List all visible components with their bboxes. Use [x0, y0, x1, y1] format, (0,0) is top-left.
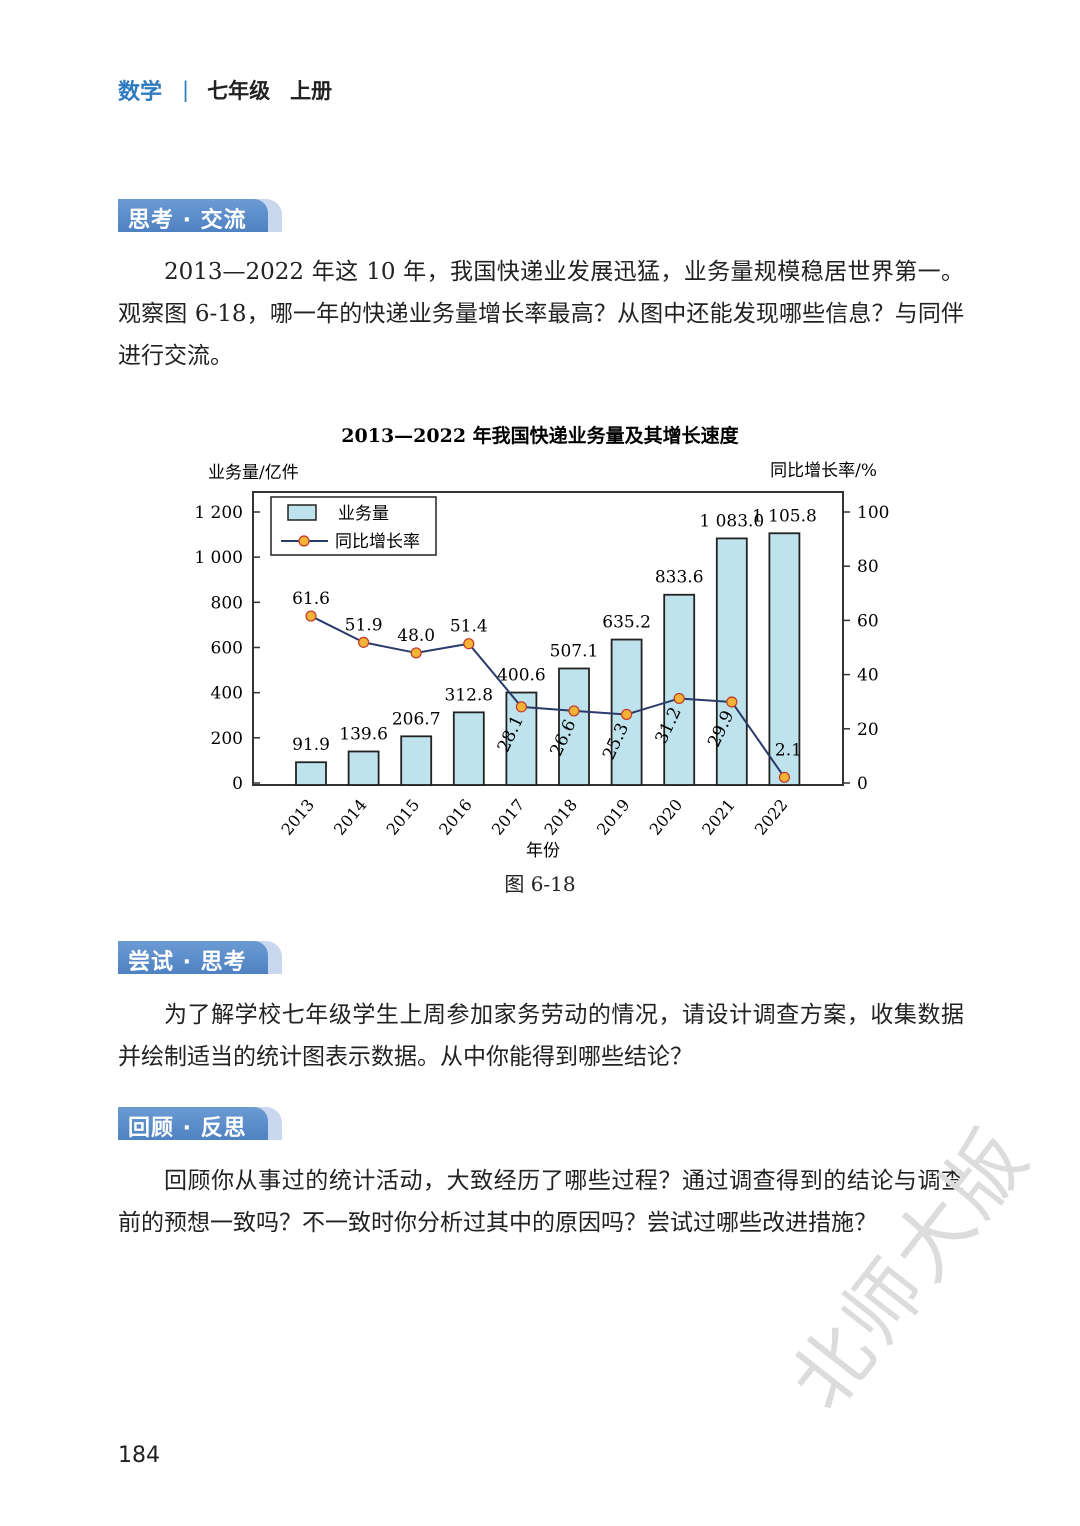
y-tick-label: 800 [211, 593, 243, 613]
section-badge-review: 回顾 · 反思 [118, 1107, 282, 1141]
page-number: 184 [118, 1443, 160, 1468]
section-text-think-discuss: 2013—2022 年这 10 年，我国快递业发展迅猛，业务量规模稳居世界第一。… [118, 259, 964, 369]
y-tick-label: 200 [211, 729, 243, 749]
bar-2014 [347, 750, 380, 786]
x-tick-label: 2013 [277, 795, 318, 838]
legend-bar-label: 业务量 [338, 504, 389, 524]
chart-title: 2013—2022 年我国快递业务量及其增长速度 [341, 424, 739, 447]
bar-label: 312.8 [444, 685, 493, 705]
header-separator: | [182, 78, 190, 102]
rate-label: 51.4 [450, 617, 488, 637]
y2-tick-label: 40 [857, 666, 879, 686]
rate-label: 51.9 [345, 615, 383, 635]
y-tick-label: 1 000 [194, 548, 243, 568]
bar-label: 91.9 [292, 735, 330, 755]
rate-label: 2.1 [775, 740, 802, 760]
bar-label: 1 083.0 [699, 511, 764, 531]
bar-2022 [768, 532, 801, 786]
y2-axis-label: 同比增长率/% [770, 461, 877, 481]
x-axis-label: 年份 [526, 841, 560, 861]
rate-point-2014 [358, 636, 370, 648]
rate-point-2016 [463, 638, 475, 650]
x-tick-label: 2020 [646, 795, 687, 838]
bar-2013 [295, 761, 327, 786]
rate-point-2021 [726, 696, 738, 708]
x-tick-label: 2014 [330, 795, 371, 838]
bar-2018 [558, 667, 590, 786]
x-tick-label: 2019 [593, 795, 634, 838]
rate-point-2019 [621, 708, 633, 721]
section-badge-think-discuss: 思考 · 交流 [118, 199, 282, 233]
bar-label: 507.1 [550, 641, 599, 661]
y2-tick-label: 20 [857, 720, 879, 740]
figure-chart: 2013—2022 年我国快递业务量及其增长速度业务量/亿件 同比增长率/% 0 20… [180, 415, 900, 869]
legend-bar-swatch [287, 504, 317, 521]
x-tick-label: 2017 [488, 795, 529, 838]
section-text-review: 回顾你从事过的统计活动，大致经历了哪些过程？通过调查得到的结论与调查前的预想一致… [118, 1168, 964, 1236]
bar-label: 635.2 [602, 613, 651, 633]
legend-marker [298, 535, 310, 547]
y-tick-label: 1 200 [194, 503, 243, 523]
rate-point-2013 [305, 610, 317, 622]
y-tick-label: 0 [232, 774, 243, 794]
bar-2020 [663, 593, 696, 786]
y-axis-label: 业务量/亿件 [208, 463, 299, 483]
rate-point-2020 [673, 692, 685, 705]
x-tick-label: 2022 [751, 795, 792, 838]
x-tick-label: 2016 [435, 795, 476, 838]
y2-tick-label: 80 [857, 557, 879, 577]
bar-2015 [400, 735, 433, 786]
figure-caption: 图 6-18 [504, 872, 576, 896]
plot-frame [252, 491, 844, 786]
bar-label: 1 105.8 [752, 506, 817, 526]
bar-label: 206.7 [392, 709, 441, 729]
bar-label: 833.6 [655, 568, 704, 588]
rate-point-2015 [410, 647, 422, 659]
bar-2016 [452, 711, 485, 786]
rate-point-2017 [515, 701, 527, 713]
rate-label: 61.6 [292, 589, 330, 609]
section-badge-try-think: 尝试 · 思考 [118, 941, 282, 975]
section-text-try-think: 为了解学校七年级学生上周参加家务劳动的情况，请设计调查方案，收集数据并绘制适当的… [118, 1002, 964, 1070]
rate-point-2022 [778, 771, 791, 783]
bar-2021 [715, 537, 748, 786]
y2-tick-label: 60 [857, 611, 879, 631]
watermark: 北师大版 [774, 1112, 1048, 1427]
grade-label: 七年级 [207, 79, 271, 103]
bar-label: 139.6 [339, 724, 388, 744]
bar-label: 400.6 [497, 666, 546, 686]
x-tick-label: 2015 [383, 795, 424, 838]
y-tick-label: 600 [211, 639, 243, 659]
growth-rate-line [310, 615, 786, 778]
legend-line-label: 同比增长率 [335, 532, 420, 552]
rate-point-2018 [568, 705, 580, 717]
subject-title: 数学 [118, 80, 163, 105]
page-header: 数学 | 七年级 上册 [118, 74, 332, 106]
y-tick-label: 400 [211, 684, 243, 704]
y2-tick-label: 100 [857, 503, 889, 523]
rate-label: 48.0 [397, 626, 435, 646]
y2-tick-label: 0 [857, 774, 868, 794]
volume-label: 上册 [290, 79, 333, 103]
x-tick-label: 2021 [698, 795, 739, 838]
x-tick-label: 2018 [540, 795, 581, 838]
